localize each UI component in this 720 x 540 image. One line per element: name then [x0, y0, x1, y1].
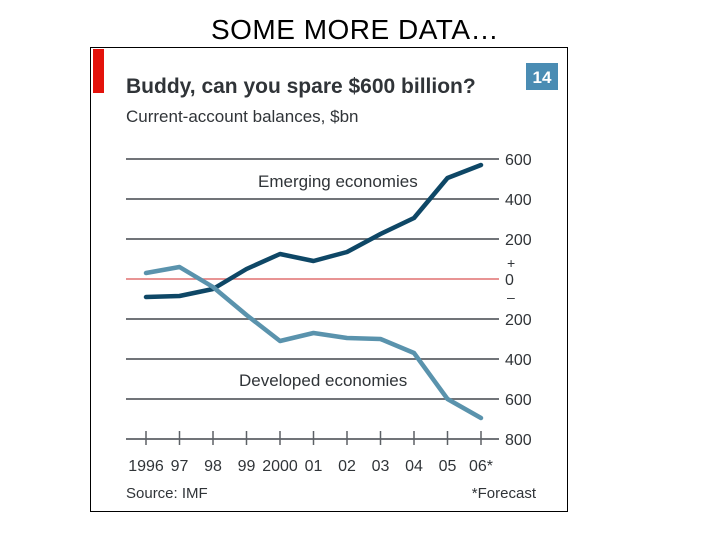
x-tick-label: 2000: [262, 458, 298, 475]
x-tick-label: 06*: [469, 458, 493, 475]
x-tick-label: 98: [204, 458, 222, 475]
y-tick-label: 200: [505, 232, 532, 249]
chart-frame: Buddy, can you spare $600 billion? 14 Cu…: [90, 47, 568, 512]
x-tick-label: 1996: [128, 458, 164, 475]
x-tick-label: 03: [372, 458, 390, 475]
positive-sign: +: [507, 255, 515, 271]
y-tick-label: 400: [505, 192, 532, 209]
figure-badge: [526, 63, 558, 90]
accent-bar: [93, 49, 104, 93]
chart: Buddy, can you spare $600 billion? 14 Cu…: [93, 49, 558, 502]
y-tick-label: 600: [505, 392, 532, 409]
y-tick-label: 800: [505, 432, 532, 449]
y-tick-label: 200: [505, 312, 532, 329]
y-tick-label: 600: [505, 152, 532, 169]
x-tick-label: 01: [305, 458, 323, 475]
chart-title: Buddy, can you spare $600 billion?: [126, 75, 476, 98]
gridlines: [126, 158, 499, 445]
forecast-note: *Forecast: [472, 485, 537, 502]
figure-number: 14: [533, 68, 552, 87]
series-line-developed: [143, 264, 484, 421]
x-tick-label: 97: [171, 458, 189, 475]
series-line-emerging: [143, 162, 484, 300]
y-tick-label: 400: [505, 352, 532, 369]
x-tick-label: 99: [238, 458, 256, 475]
y-tick-label: 0: [505, 272, 514, 289]
x-tick-label: 04: [405, 458, 423, 475]
negative-sign: –: [507, 289, 515, 305]
series-label-developed: Developed economies: [239, 371, 407, 390]
x-tick-label: 05: [439, 458, 457, 475]
x-tick-label: 02: [338, 458, 356, 475]
series-lines: [143, 162, 484, 421]
series-label-emerging: Emerging economies: [258, 172, 418, 191]
chart-subtitle: Current-account balances, $bn: [126, 107, 358, 126]
source-note: Source: IMF: [126, 485, 208, 502]
slide-title: SOME MORE DATA…: [210, 14, 500, 45]
